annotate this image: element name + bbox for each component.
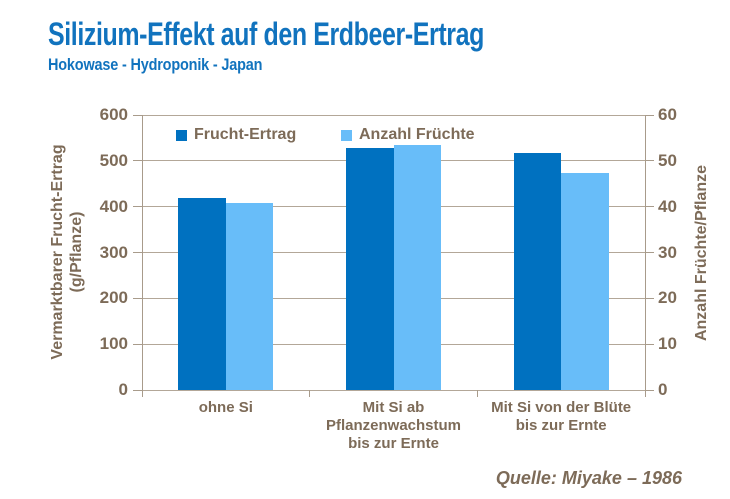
left-axis-tickmark <box>133 389 142 391</box>
left-axis-tickmark <box>133 343 142 345</box>
left-axis-line <box>142 115 143 390</box>
right-axis-tick-label: 30 <box>658 242 677 262</box>
legend-label-anzahl-fruechte: Anzahl Früchte <box>359 126 475 143</box>
page-title: Silizium-Effekt auf den Erdbeer-Ertrag <box>48 16 484 52</box>
bottom-axis-tickmark <box>141 390 143 397</box>
left-axis-tickmark <box>133 252 142 253</box>
bottom-axis-tickmark <box>309 390 311 397</box>
right-axis-line <box>645 115 646 390</box>
right-axis-tick-label: 10 <box>658 334 677 354</box>
right-axis-tick-label: 0 <box>658 380 668 399</box>
bar-frucht-ertrag-cat2 <box>346 148 394 390</box>
right-axis-tickmark <box>645 206 654 208</box>
right-axis-tickmark <box>645 160 654 162</box>
right-axis-tick-label: 50 <box>658 150 677 170</box>
left-axis-tickmark <box>133 206 142 208</box>
bar-anzahl-fr-chte-cat3 <box>561 173 609 390</box>
left-axis-tick-label: 400 <box>99 196 128 216</box>
bar-anzahl-fr-chte-cat1 <box>225 203 274 390</box>
gridline <box>142 389 645 391</box>
category-label: Mit Si von der Blüte bis zur Ernte <box>491 399 632 434</box>
legend-item-anzahl-fruechte: Anzahl Früchte <box>341 126 475 144</box>
category-label: ohne Si <box>198 399 253 416</box>
legend-item-frucht-ertrag: Frucht-Ertrag <box>176 126 296 144</box>
left-axis-tick-label: 600 <box>99 105 128 124</box>
left-axis-tick-label: 200 <box>99 288 128 308</box>
right-axis-tickmark <box>645 114 654 116</box>
bottom-axis-tickmark <box>476 390 478 397</box>
left-axis-tick-label: 100 <box>99 334 128 354</box>
legend-swatch-anzahl-fruechte <box>341 129 352 141</box>
left-axis-tickmark <box>133 114 142 116</box>
right-axis-tickmark <box>645 297 654 299</box>
right-axis-tickmark <box>645 389 654 391</box>
bottom-axis-tickmark <box>644 390 646 397</box>
page-subtitle: Hokowase - Hydroponik - Japan <box>48 55 263 74</box>
left-axis-title-line1: Vermarktbarer Frucht-Ertrag <box>49 144 66 360</box>
bar-frucht-ertrag-cat1 <box>178 197 226 390</box>
left-axis-tick-label: 300 <box>99 242 128 262</box>
bar-frucht-ertrag-cat3 <box>513 152 562 390</box>
legend-label-frucht-ertrag: Frucht-Ertrag <box>194 126 297 143</box>
bar-anzahl-fr-chte-cat2 <box>393 144 441 390</box>
left-axis-tickmark <box>133 297 142 299</box>
left-axis-tick-label: 0 <box>118 380 128 399</box>
source-citation: Quelle: Miyake – 1986 <box>495 468 682 488</box>
right-axis-tickmark <box>645 343 654 345</box>
right-axis-tick-label: 60 <box>658 105 677 124</box>
legend-swatch-frucht-ertrag <box>176 129 187 141</box>
gridline <box>142 114 645 116</box>
left-axis-tick-label: 500 <box>99 150 128 170</box>
right-axis-tick-label: 40 <box>658 196 677 216</box>
category-label: Mit Si ab Pflanzenwachstum bis zur Ernte <box>325 399 462 452</box>
left-axis-tickmark <box>133 160 142 162</box>
right-axis-tickmark <box>645 252 654 253</box>
right-axis-tick-label: 20 <box>658 288 677 308</box>
